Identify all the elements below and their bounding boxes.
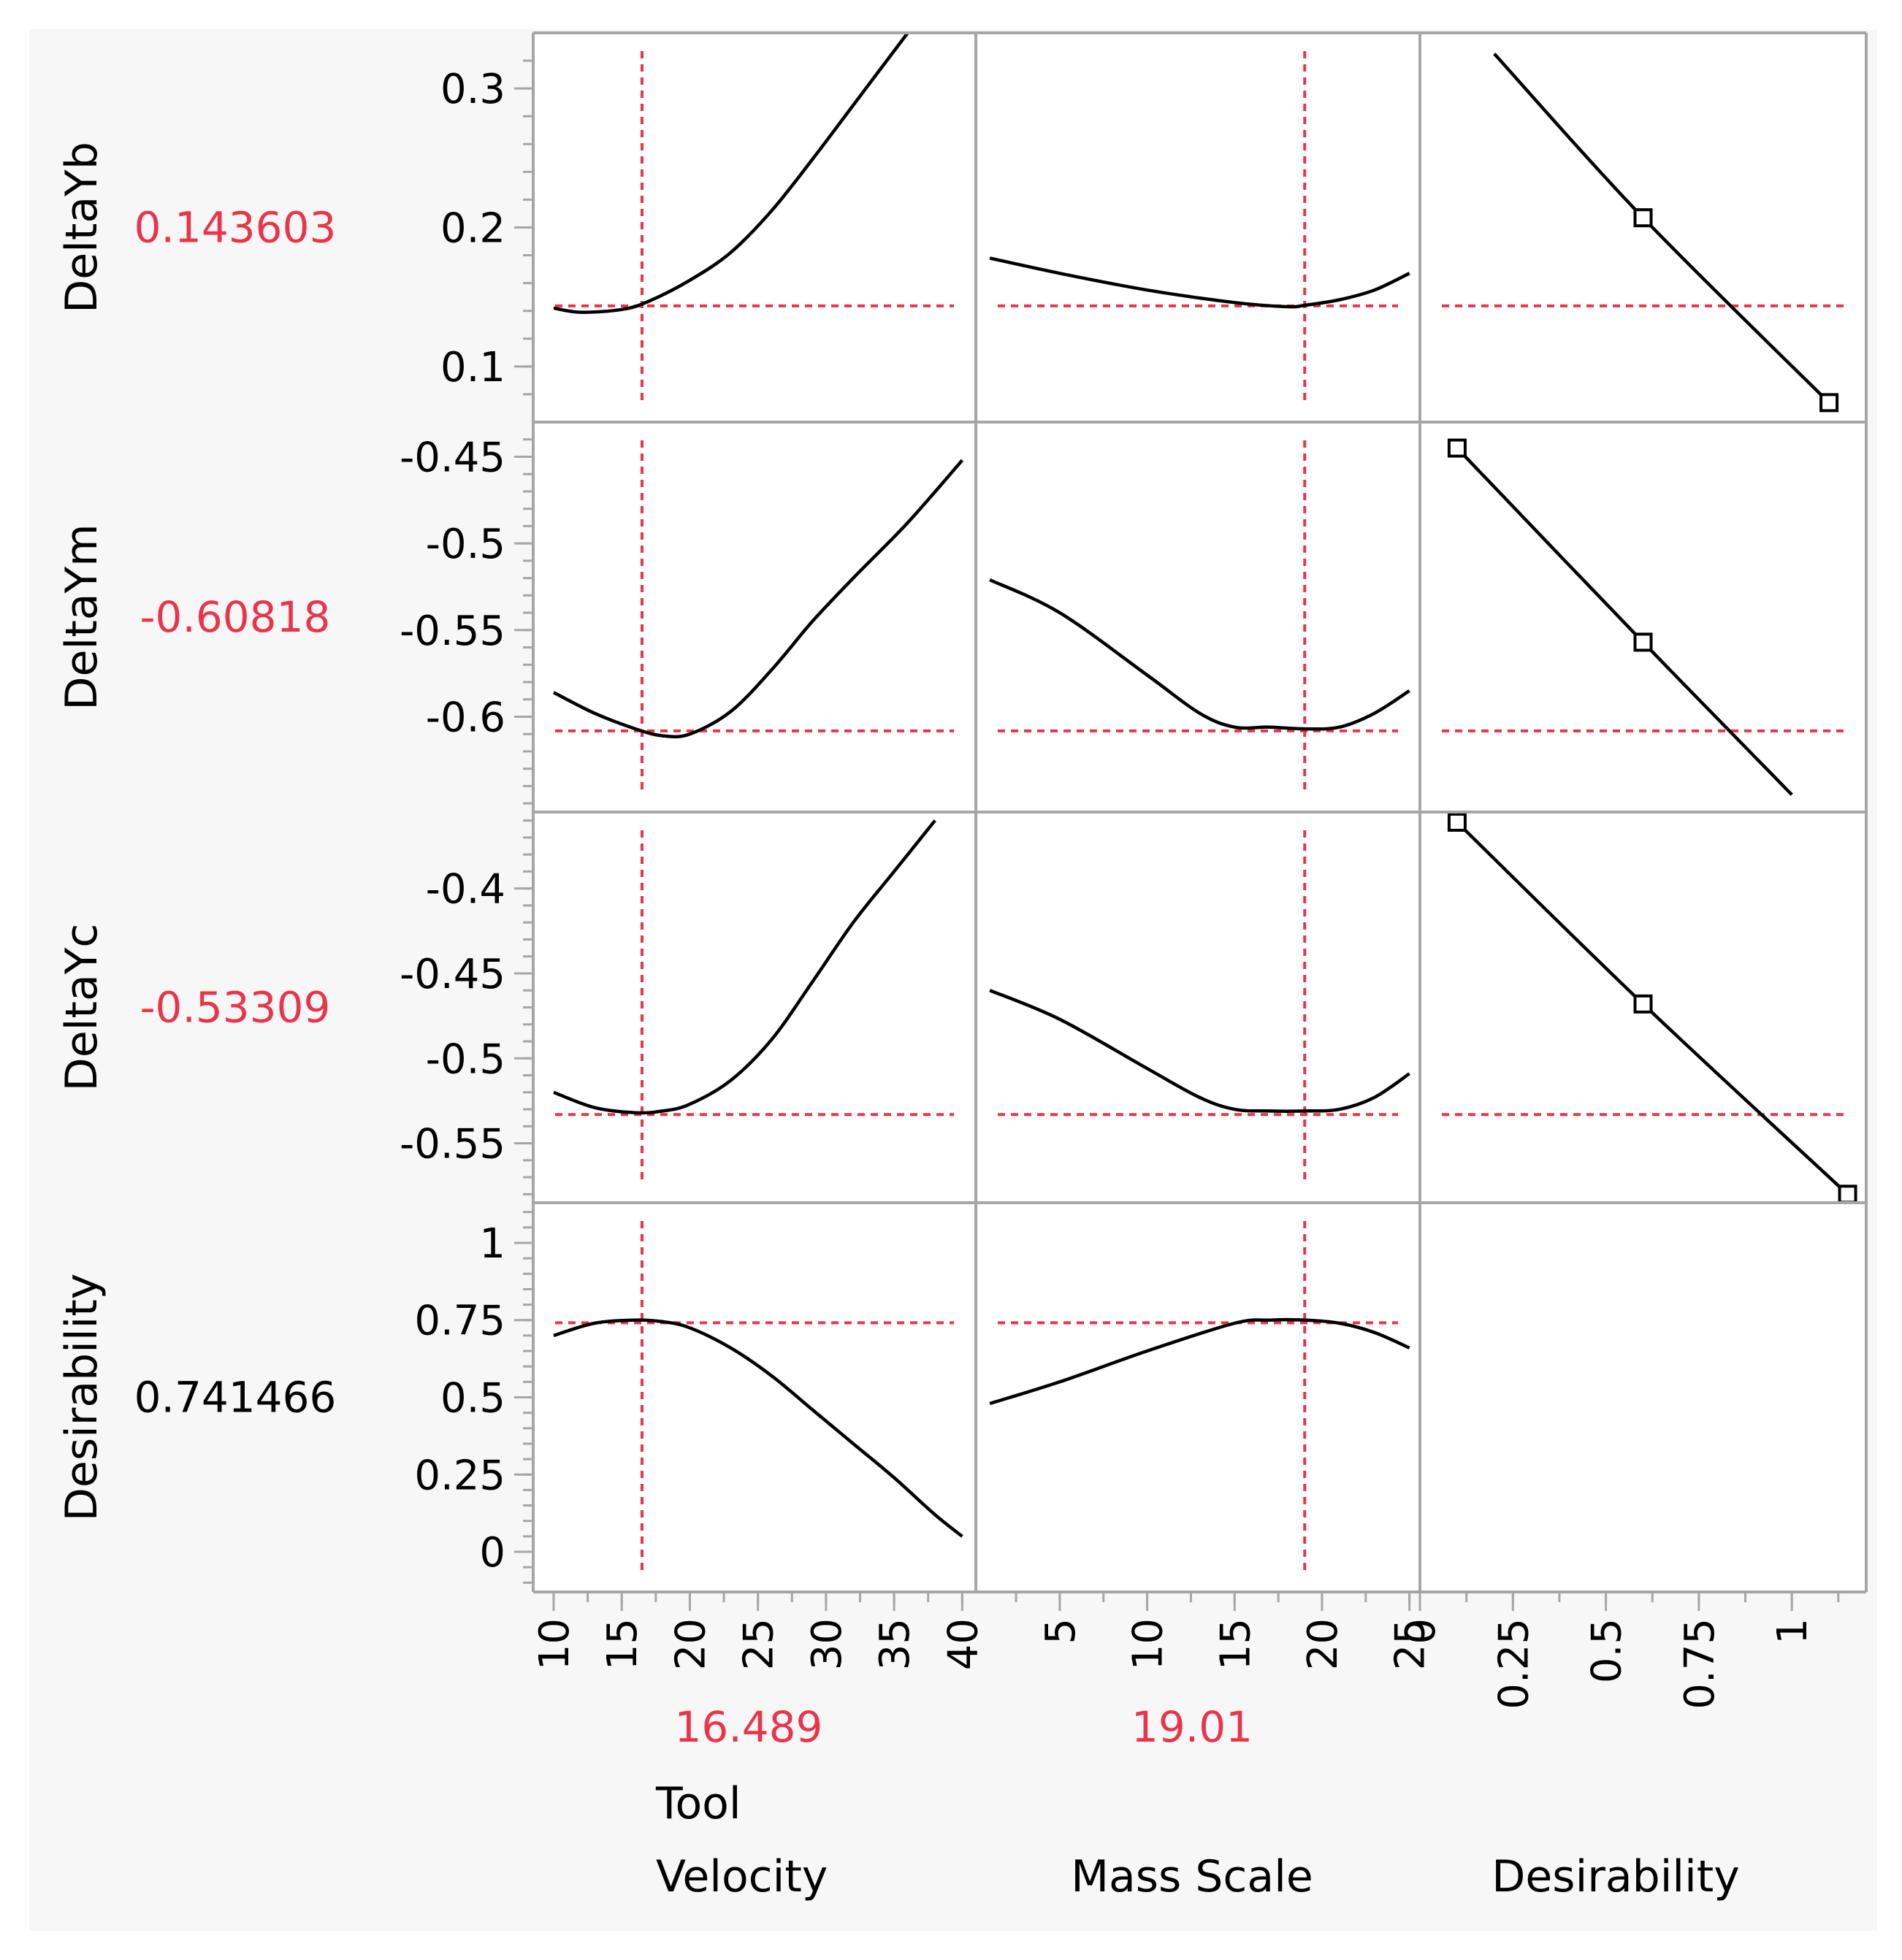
desirability-marker-deltaym-2[interactable] — [1633, 632, 1653, 652]
y-tick-label-desirability: 0 — [479, 1529, 505, 1577]
x-tick-label-desirability: 0.75 — [1676, 1618, 1724, 1710]
x-tick-label-desirability: 1 — [1769, 1618, 1817, 1645]
curve-deltayb-tool-velocity — [553, 31, 909, 314]
panel-deltaym-tool-velocity — [533, 422, 976, 812]
x-tick-label-desirability: 0 — [1397, 1618, 1445, 1645]
response-name-deltayc: DeltaYc — [56, 924, 107, 1092]
response-current-value-desirability: 0.741466 — [134, 1373, 337, 1423]
x-tick-label-mass-scale: 25 — [1387, 1618, 1435, 1670]
panel-deltayc-mass-scale — [976, 812, 1420, 1203]
panel-deltayc-tool-velocity — [533, 812, 976, 1203]
desirability-marker-deltayc-3[interactable] — [1838, 1184, 1857, 1204]
factor-current-value-mass-scale[interactable]: 19.01 — [1131, 1702, 1253, 1752]
y-tick-label-deltaym: -0.6 — [426, 694, 505, 741]
desirability-marker-deltayc-2[interactable] — [1633, 994, 1653, 1014]
x-tick-label-tool-velocity: 30 — [803, 1618, 851, 1670]
y-tick-label-deltayc: -0.4 — [426, 866, 505, 914]
curve-deltayc-tool-velocity — [553, 819, 936, 1115]
panel-deltayb-desirability — [1420, 33, 1866, 422]
factor-current-value-tool-velocity[interactable]: 16.489 — [675, 1702, 823, 1752]
y-tick-label-deltayb: 0.2 — [440, 205, 505, 253]
factor-name-tool-velocity-line-2: Velocity — [656, 1851, 828, 1902]
x-tick-label-mass-scale: 5 — [1037, 1618, 1085, 1645]
desirability-marker-deltayc-1[interactable] — [1447, 812, 1467, 832]
factor-name-tool-velocity-line-1: Tool — [655, 1778, 741, 1829]
curve-desirability-tool-velocity — [553, 1318, 963, 1538]
curve-desirability-mass-scale — [989, 1317, 1410, 1406]
axis-labels: DeltaYb 0.143603 DeltaYm -0.60818 DeltaYc -0.… — [56, 142, 1740, 1902]
profiler-panels — [532, 31, 1868, 1593]
response-current-value-deltaym: -0.60818 — [140, 592, 331, 642]
x-tick-label-tool-velocity: 35 — [871, 1618, 919, 1670]
x-tick-label-tool-velocity: 40 — [939, 1618, 987, 1670]
response-current-value-deltayb: 0.143603 — [134, 203, 337, 253]
panel-desirability-tool-velocity — [533, 1203, 976, 1592]
x-tick-label-tool-velocity: 25 — [736, 1618, 783, 1670]
response-name-desirability: Desirability — [56, 1274, 107, 1522]
curve-deltaym-tool-velocity — [552, 459, 964, 739]
response-current-value-deltayc: -0.53309 — [140, 983, 331, 1033]
x-tick-label-tool-velocity: 20 — [667, 1618, 714, 1670]
x-tick-label-desirability: 0.25 — [1490, 1618, 1538, 1710]
x-tick-label-mass-scale: 20 — [1299, 1618, 1347, 1670]
panel-deltaym-mass-scale — [976, 422, 1420, 812]
y-tick-label-deltayc: -0.5 — [426, 1035, 505, 1083]
y-tick-label-desirability: 0.25 — [414, 1452, 505, 1499]
panel-desirability-mass-scale — [976, 1203, 1420, 1592]
y-tick-label-deltayb: 0.3 — [440, 66, 505, 113]
y-tick-label-deltaym: -0.45 — [400, 434, 505, 481]
y-tick-label-deltayc: -0.55 — [400, 1121, 505, 1168]
y-tick-label-deltaym: -0.5 — [426, 521, 505, 568]
curve-deltaym-mass-scale — [989, 578, 1410, 731]
factor-name-mass-scale: Mass Scale — [1071, 1851, 1313, 1902]
panel-desirability-desirability — [1420, 1203, 1866, 1592]
desirability-marker-deltayb-2[interactable] — [1819, 393, 1839, 413]
desirability-marker-deltayb-1[interactable] — [1633, 208, 1653, 228]
factor-name-desirability: Desirability — [1492, 1851, 1740, 1902]
x-axes: 10 15 20 25 30 35 40 5 10 15 20 250 0.25 0.5 0.75 1 — [531, 1592, 1840, 1710]
y-tick-label-deltayc: -0.45 — [400, 951, 505, 998]
y-tick-label-desirability: 0.5 — [440, 1375, 505, 1423]
curve-deltayc-mass-scale — [989, 989, 1410, 1113]
y-tick-label-desirability: 0.75 — [414, 1298, 505, 1345]
y-tick-label-deltaym: -0.55 — [400, 608, 505, 655]
response-name-deltaym: DeltaYm — [56, 524, 107, 710]
y-tick-label-desirability: 1 — [479, 1220, 505, 1268]
x-tick-label-desirability: 0.5 — [1584, 1618, 1631, 1683]
response-name-deltayb: DeltaYb — [56, 142, 107, 313]
x-tick-label-mass-scale: 10 — [1125, 1618, 1172, 1670]
y-tick-label-deltayb: 0.1 — [440, 344, 505, 391]
x-tick-label-tool-velocity: 15 — [599, 1618, 646, 1670]
curve-deltayb-mass-scale — [989, 256, 1410, 309]
desirability-marker-deltaym-1[interactable] — [1447, 438, 1467, 458]
x-tick-label-tool-velocity: 10 — [531, 1618, 578, 1670]
y-axes: 0.1 0.2 0.3 -0.45 -0.5 -0.55 -0.6 -0.4 -0.45 -0.5… — [400, 59, 533, 1584]
panel-deltayb-mass-scale — [976, 33, 1420, 422]
x-tick-label-mass-scale: 15 — [1212, 1618, 1259, 1670]
